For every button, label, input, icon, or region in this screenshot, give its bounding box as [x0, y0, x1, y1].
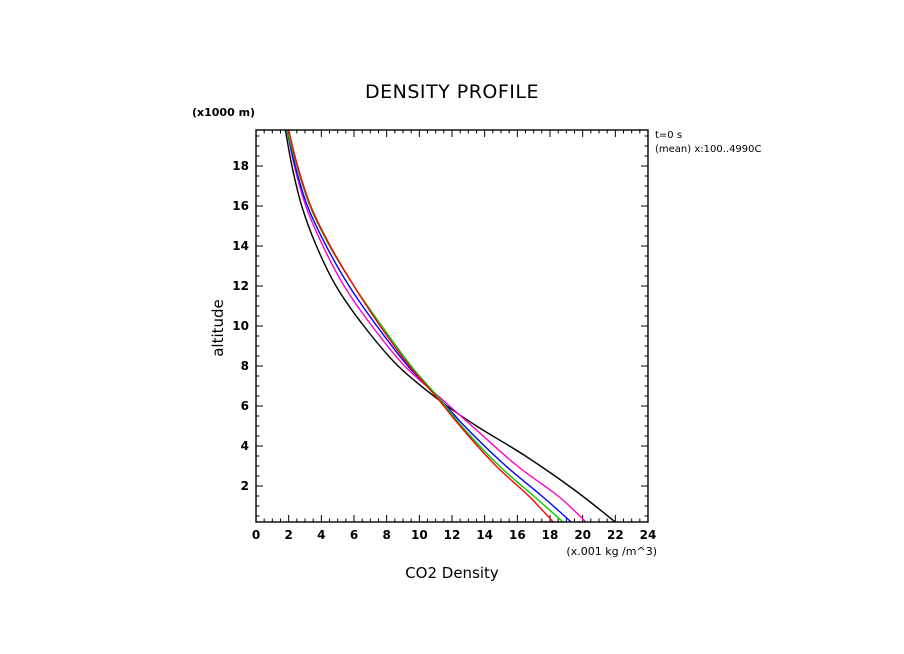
series-line-4 — [286, 129, 564, 523]
y-tick-label: 4 — [241, 439, 249, 453]
y-tick-label: 18 — [232, 159, 249, 173]
x-tick-label: 12 — [444, 528, 461, 542]
mean-range-note: (mean) x:100..4990C — [655, 144, 762, 155]
x-tick-label: 16 — [509, 528, 526, 542]
chart-title: DENSITY PROFILE — [365, 81, 539, 103]
x-tick-label: 20 — [574, 528, 591, 542]
series-lines — [284, 129, 616, 523]
y-tick-label: 14 — [232, 239, 249, 253]
y-tick-label: 10 — [232, 319, 249, 333]
x-tick-label: 14 — [476, 528, 493, 542]
y-tick-label: 12 — [232, 279, 249, 293]
x-tick-label: 0 — [252, 528, 260, 542]
y-tick-label: 16 — [232, 199, 249, 213]
plot-frame — [255, 129, 649, 523]
y-axis-label: altitude — [209, 299, 227, 357]
x-tick-label: 24 — [640, 528, 657, 542]
series-line-5 — [287, 129, 554, 523]
y-tick-label: 8 — [241, 359, 249, 373]
series-line-1 — [284, 129, 616, 523]
y-tick-label: 2 — [241, 479, 249, 493]
y-tick-label: 6 — [241, 399, 249, 413]
x-axis-unit: (x.001 kg /m^3) — [566, 545, 657, 558]
series-line-2 — [286, 129, 587, 523]
x-axis-label: CO2 Density — [405, 564, 499, 582]
x-tick-label: 4 — [317, 528, 325, 542]
x-tick-label: 2 — [284, 528, 292, 542]
x-tick-label: 6 — [350, 528, 358, 542]
x-tick-label: 10 — [411, 528, 428, 542]
series-line-3 — [286, 129, 572, 523]
y-axis-unit: (x1000 m) — [192, 106, 255, 119]
x-tick-label: 22 — [607, 528, 624, 542]
x-tick-label: 18 — [542, 528, 559, 542]
time-note: t=0 s — [655, 130, 682, 141]
x-tick-label: 8 — [382, 528, 390, 542]
